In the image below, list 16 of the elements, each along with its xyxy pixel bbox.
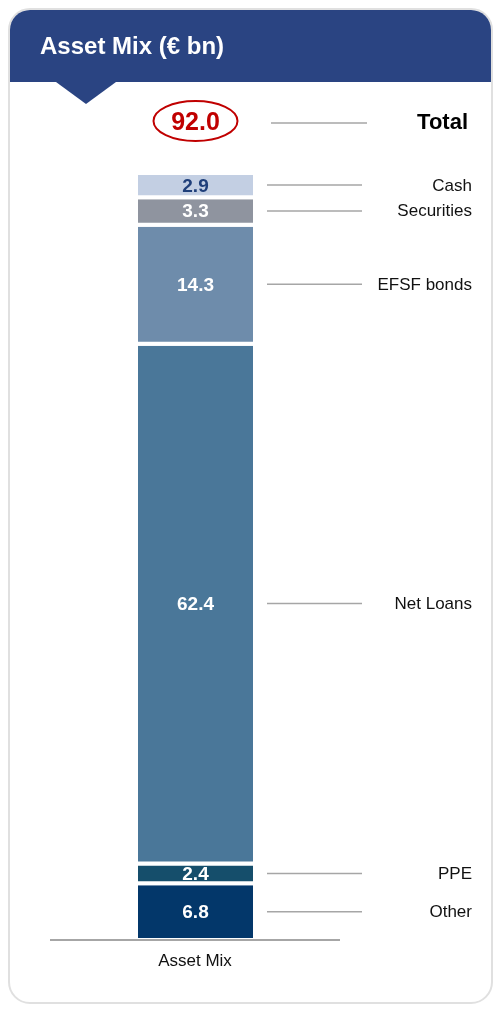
text: Other [429,902,473,922]
total-label: 92.0 [171,107,220,135]
data-label: 2.4 [182,862,210,884]
data-label: 3.3 [182,200,209,222]
data-label: 2.9 [182,174,209,196]
text: Cash [432,175,472,195]
data-label: 6.8 [182,901,209,923]
text: Net Loans [394,594,472,614]
x-tick-label: Asset Mix [158,951,233,971]
text: PPE [437,863,472,883]
data-label: 62.4 [177,593,215,615]
text: Total [417,108,468,134]
text: EFSF bonds [377,274,472,294]
chart-title: Asset Mix (€ bn) [10,10,491,82]
data-label: 14.3 [177,273,214,295]
text: Securities [397,201,472,221]
